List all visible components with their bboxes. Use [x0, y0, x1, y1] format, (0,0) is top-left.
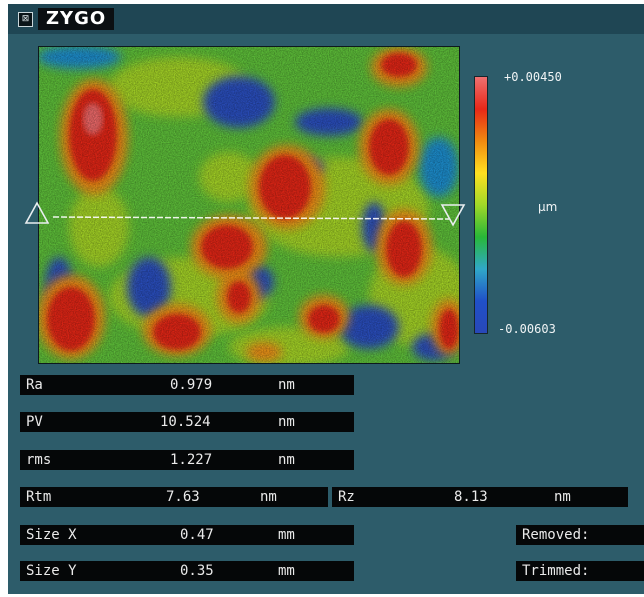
color-scale-bar [474, 76, 488, 334]
size-x-value: 0.47 [180, 527, 214, 543]
size-y-field: Size Y 0.35 mm [20, 561, 354, 581]
trimmed-label: Trimmed: [522, 563, 590, 579]
rz-unit: nm [554, 489, 571, 505]
zygo-logo: ZYGO [38, 8, 115, 30]
size-x-unit: mm [278, 527, 295, 543]
ra-unit: nm [278, 377, 295, 393]
rz-field: Rz 8.13 nm [332, 487, 628, 507]
rtm-field: Rtm 7.63 nm [20, 487, 328, 507]
size-y-unit: mm [278, 563, 295, 579]
rms-unit: nm [278, 452, 295, 468]
triangle-right-icon[interactable] [440, 202, 466, 228]
rz-value: 8.13 [454, 489, 488, 505]
ra-field: Ra 0.979 nm [20, 375, 354, 395]
size-y-label: Size Y [26, 563, 77, 579]
size-x-label: Size X [26, 527, 77, 543]
pv-unit: nm [278, 414, 295, 430]
removed-label: Removed: [522, 527, 590, 543]
rms-value: 1.227 [170, 452, 213, 468]
close-icon[interactable]: ⊠ [18, 12, 33, 27]
zygo-window: ⊠ ZYGO [8, 4, 644, 594]
surface-map-image [39, 47, 459, 363]
size-y-value: 0.35 [180, 563, 214, 579]
size-x-field: Size X 0.47 mm [20, 525, 354, 545]
rms-field: rms 1.227 nm [20, 450, 354, 470]
surface-height-map[interactable] [38, 46, 460, 364]
rms-label: rms [26, 452, 52, 468]
ra-label: Ra [26, 377, 43, 393]
triangle-left-icon[interactable] [24, 200, 50, 226]
scale-unit-label: µm [538, 200, 558, 214]
pv-label: PV [26, 414, 43, 430]
scale-max-label: +0.00450 [504, 70, 562, 84]
rtm-value: 7.63 [166, 489, 200, 505]
removed-status: Removed: [516, 525, 644, 545]
trimmed-status: Trimmed: [516, 561, 644, 581]
scale-min-label: -0.00603 [498, 322, 556, 336]
rtm-unit: nm [260, 489, 277, 505]
rz-label: Rz [338, 489, 355, 505]
pv-field: PV 10.524 nm [20, 412, 354, 432]
rtm-label: Rtm [26, 489, 52, 505]
pv-value: 10.524 [160, 414, 211, 430]
title-bar: ⊠ ZYGO [8, 4, 644, 34]
ra-value: 0.979 [170, 377, 213, 393]
